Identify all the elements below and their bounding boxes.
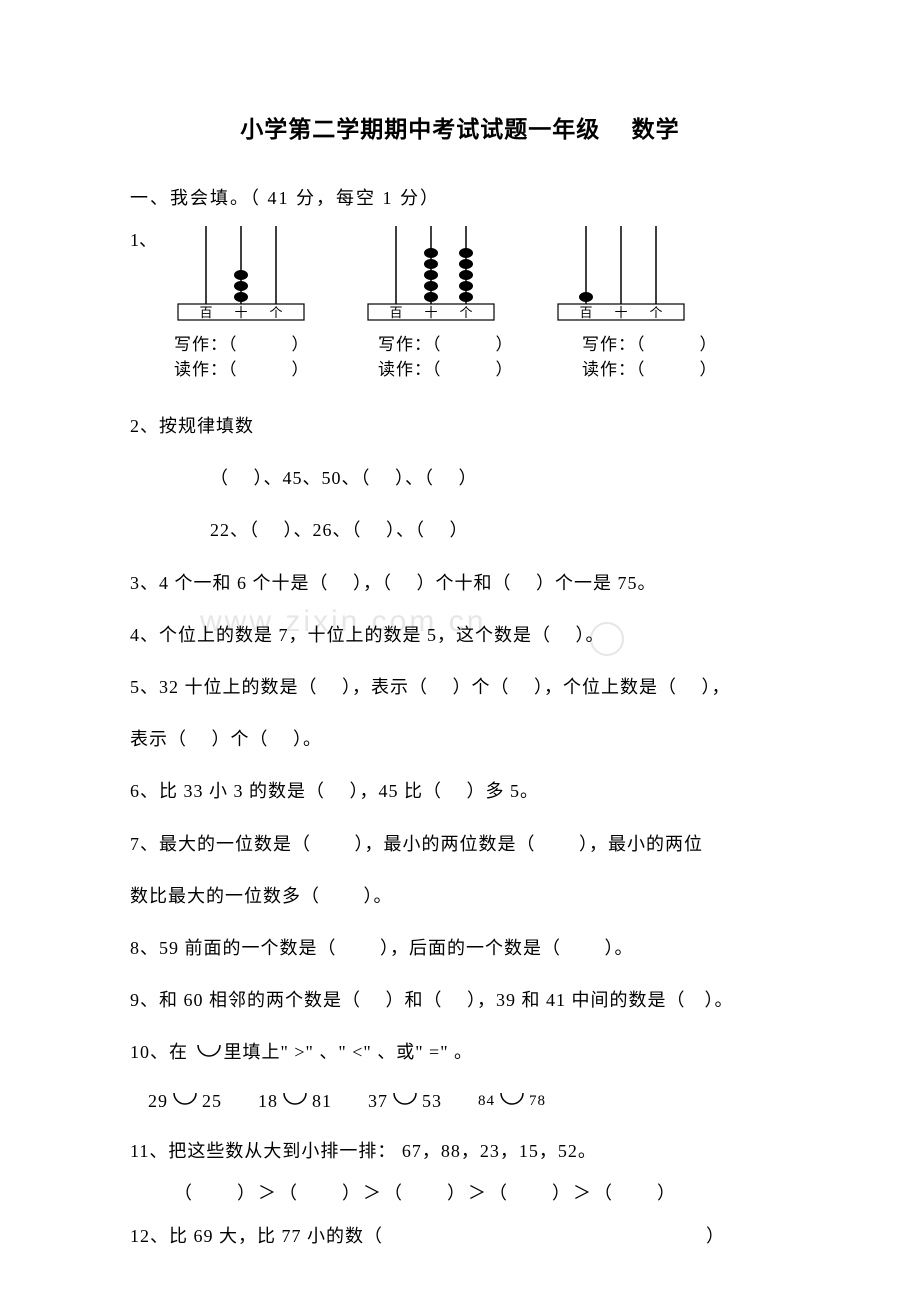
question-6: 6、比 33 小 3 的数是（ ），45 比（ ）多 5。 [130,765,790,817]
pair-a: 29 [148,1078,168,1125]
q1-write-2: 写作：（ ） [378,330,568,355]
q1-write-1: 写作：（ ） [174,330,364,355]
comparison-pair-4: 84 78 [478,1082,546,1121]
abacus-1: 百十个 [166,222,316,322]
comparison-pair-1: 29 25 [148,1078,222,1125]
question-7b: 数比最大的一位数多（ ）。 [130,870,790,922]
circle-icon [170,1089,200,1115]
q2-line2: 22、（ ）、26、（ ）、（ ） [210,504,790,556]
q1-write-3: 写作：（ ） [582,330,772,355]
prefix: 写作：（ [378,335,442,354]
q10-comparisons: 2925188137538478 [148,1078,790,1125]
question-11: 11、把这些数从大到小排一排： 67，88，23，15，52。 [130,1125,790,1177]
prefix: 读作：（ [582,360,646,379]
page-title: 小学第二学期期中考试试题一年级 数学 [130,110,790,144]
q1-write-row: 写作：（ ） 写作：（ ） 写作：（ ） [174,330,790,355]
svg-text:百: 百 [199,305,212,320]
circle-icon [280,1089,310,1115]
question-7: 7、最大的一位数是（ ），最小的两位数是（ ），最小的两位 [130,818,790,870]
comparison-pair-3: 37 53 [368,1078,442,1125]
pair-a: 84 [478,1082,495,1121]
question-3: 3、4 个一和 6 个十是（ ），（ ）个十和（ ）个一是 75。 [130,557,790,609]
pair-a: 18 [258,1078,278,1125]
q1-read-row: 读作：（ ） 读作：（ ） 读作：（ ） [174,355,790,380]
section-1-header: 一、我会填。（ 41 分，每空 1 分） [130,184,790,210]
q1-read-1: 读作：（ ） [174,355,364,380]
abacus-3: 百十个 [546,222,696,322]
pair-b: 25 [202,1078,222,1125]
question-12: 12、比 69 大，比 77 小的数（ ） [130,1210,790,1262]
suffix: ） [700,335,718,354]
pair-a: 37 [368,1078,388,1125]
question-2: 2、按规律填数 [130,400,790,452]
pair-b: 81 [312,1078,332,1125]
prefix: 读作：（ [378,360,442,379]
svg-text:个: 个 [459,305,472,320]
question-5: 5、32 十位上的数是（ ），表示（ ）个（ ），个位上数是（ ）， [130,661,790,713]
suffix: ） [496,335,514,354]
suffix: ） [292,335,310,354]
q1-read-2: 读作：（ ） [378,355,568,380]
q2-line1: （ ）、45、50、（ ）、（ ） [210,452,790,504]
svg-text:百: 百 [579,305,592,320]
question-10: 10、在 里填上" >" 、" <" 、或" =" 。 [130,1026,790,1078]
abacus-group: 百十个百十个百十个 [166,222,696,322]
q1-read-3: 读作：（ ） [582,355,772,380]
question-9: 9、和 60 相邻的两个数是（ ）和（ ），39 和 41 中间的数是（ ）。 [130,974,790,1026]
question-8: 8、59 前面的一个数是（ ），后面的一个数是（ ）。 [130,922,790,974]
q1-number: 1、 [130,222,166,252]
circle-icon [497,1089,527,1115]
pair-b: 53 [422,1078,442,1125]
suffix: ） [496,360,514,379]
suffix: ） [700,360,718,379]
question-11b: （ ）＞（ ）＞（ ）＞（ ）＞（ ） [174,1177,790,1209]
svg-text:百: 百 [389,305,402,320]
question-1: 1、 百 十 个 百 十 个 百 十 个 [130,222,790,322]
pair-b: 78 [529,1082,546,1121]
prefix: 写作：（ [582,335,646,354]
q10-mid: 里填上" >" 、" <" 、或" =" 。 [224,1042,474,1062]
svg-text:十: 十 [424,305,437,320]
svg-text:十: 十 [614,305,627,320]
circle-icon [390,1089,420,1115]
question-5b: 表示（ ）个（ ）。 [130,713,790,765]
prefix: 读作：（ [174,360,238,379]
q10-prefix: 10、在 [130,1042,194,1062]
question-4: 4、个位上的数是 7，十位上的数是 5，这个数是（ ）。 [130,609,790,661]
comparison-pair-2: 1881 [258,1078,332,1125]
svg-text:个: 个 [649,305,662,320]
circle-icon [194,1041,224,1067]
suffix: ） [292,360,310,379]
prefix: 写作：（ [174,335,238,354]
svg-text:个: 个 [269,305,282,320]
abacus-2: 百十个 [356,222,506,322]
svg-text:十: 十 [234,305,247,320]
